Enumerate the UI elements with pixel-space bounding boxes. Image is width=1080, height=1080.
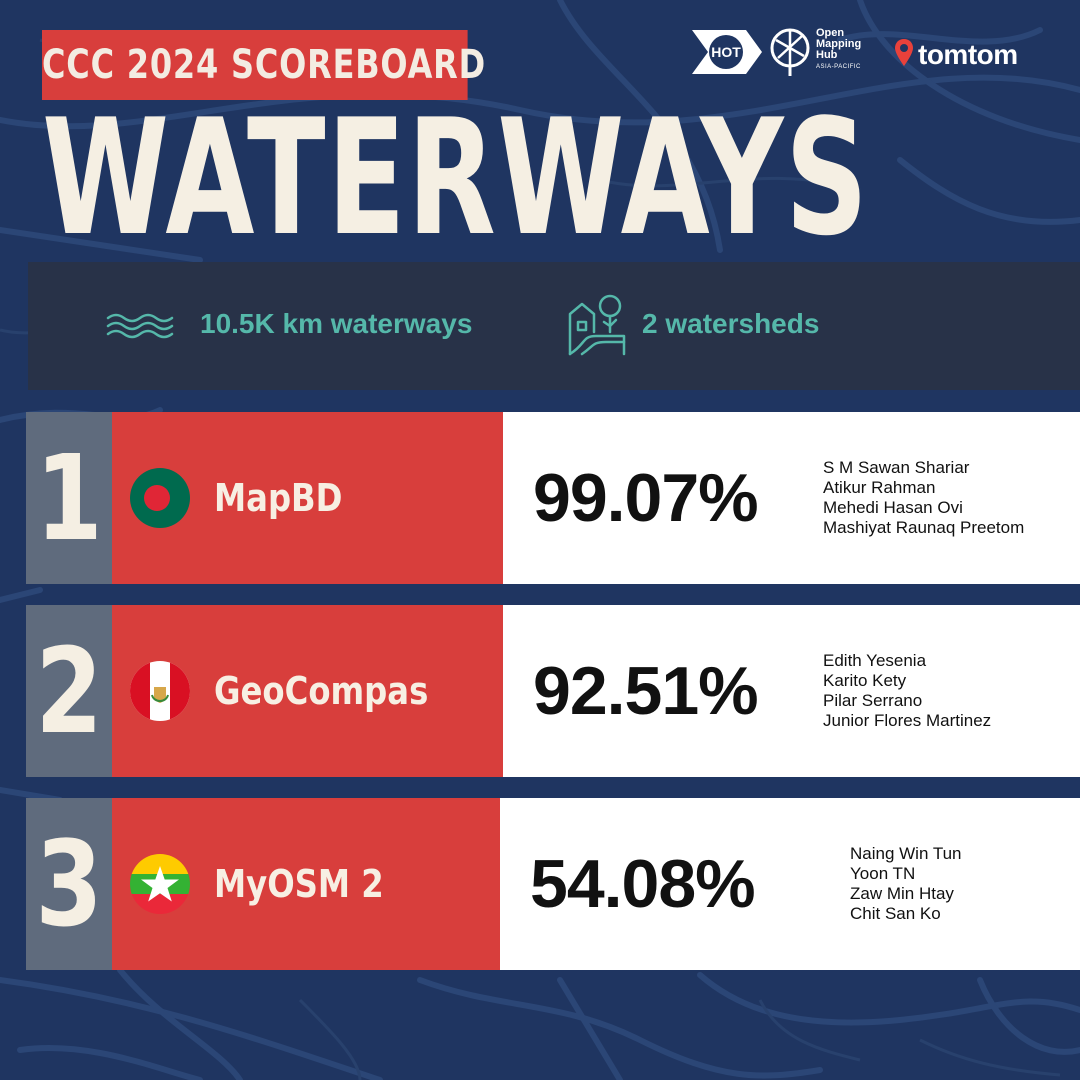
member-name: Zaw Min Htay bbox=[850, 884, 954, 903]
team-members-list: Naing Win Tun Yoon TN Zaw Min Htay Chit … bbox=[850, 844, 962, 924]
scoreboard-tag: CCC 2024 SCOREBOARD bbox=[42, 30, 485, 100]
myanmar-flag-icon bbox=[130, 854, 190, 914]
tomtom-pin-icon bbox=[895, 39, 913, 66]
omh-line-2: Mapping bbox=[816, 38, 862, 50]
member-name: Mashiyat Raunaq Preetom bbox=[823, 518, 1025, 537]
partner-logos: HOT Open Mapping Hub ASIA-PACIFIC tomtom bbox=[688, 20, 1048, 84]
tomtom-logo-text: tomtom bbox=[918, 39, 1018, 70]
member-name: Pilar Serrano bbox=[823, 691, 923, 710]
leaderboard-row: 2 GeoCompas 92.51% Edith Yesenia Karito … bbox=[26, 605, 1080, 777]
team-members-list: Edith Yesenia Karito Kety Pilar Serrano … bbox=[823, 651, 991, 731]
team-panel: MyOSM 2 bbox=[112, 798, 500, 970]
hot-logo-text: HOT bbox=[711, 44, 741, 60]
rank-number: 1 bbox=[35, 429, 103, 567]
team-name: GeoCompas bbox=[214, 669, 429, 713]
stats-bar: 10.5K km waterways 2 watersheds bbox=[28, 262, 1080, 390]
team-members-list: S M Sawan Shariar Atikur Rahman Mehedi H… bbox=[823, 458, 1024, 538]
watershed-icon bbox=[568, 294, 626, 356]
score-percentage: 99.07% bbox=[533, 460, 759, 536]
team-name: MapBD bbox=[214, 476, 343, 520]
leaderboard-row: 1 MapBD 99.07% S M Sawan Shariar Atikur … bbox=[26, 412, 1080, 584]
member-name: Edith Yesenia bbox=[823, 651, 927, 670]
peru-flag-icon bbox=[130, 661, 190, 721]
score-panel: 99.07% S M Sawan Shariar Atikur Rahman M… bbox=[503, 412, 1080, 584]
score-panel: 92.51% Edith Yesenia Karito Kety Pilar S… bbox=[503, 605, 1080, 777]
member-name: Yoon TN bbox=[850, 864, 916, 883]
open-mapping-hub-name: Open Mapping Hub bbox=[816, 28, 861, 61]
omh-line-1: Open bbox=[816, 27, 845, 39]
page-title: WATERWAYS bbox=[42, 84, 870, 271]
member-name: Naing Win Tun bbox=[850, 844, 962, 863]
open-mapping-hub-region: ASIA-PACIFIC bbox=[816, 64, 861, 70]
waves-icon bbox=[106, 313, 174, 339]
member-name: S M Sawan Shariar bbox=[823, 458, 970, 477]
hot-logo-icon: HOT bbox=[692, 30, 762, 74]
omh-line-3: Hub bbox=[816, 49, 838, 61]
leaderboard-row: 3 MyOSM 2 54.08% Naing Win Tun Yoon TN Z… bbox=[26, 798, 1080, 970]
stat-watersheds-count: 2 watersheds bbox=[642, 308, 820, 339]
member-name: Mehedi Hasan Ovi bbox=[823, 498, 963, 517]
rank-badge: 1 bbox=[26, 412, 112, 584]
member-name: Chit San Ko bbox=[850, 904, 941, 923]
score-percentage: 92.51% bbox=[533, 653, 759, 729]
open-mapping-hub-logo-icon bbox=[770, 28, 810, 76]
bangladesh-flag-icon bbox=[130, 468, 190, 528]
rank-badge: 2 bbox=[26, 605, 112, 777]
rank-badge: 3 bbox=[26, 798, 112, 970]
team-panel: GeoCompas bbox=[112, 605, 503, 777]
member-name: Junior Flores Martinez bbox=[823, 711, 992, 730]
score-percentage: 54.08% bbox=[530, 846, 756, 922]
rank-number: 2 bbox=[35, 622, 103, 760]
stat-waterways-length: 10.5K km waterways bbox=[200, 308, 473, 339]
score-panel: 54.08% Naing Win Tun Yoon TN Zaw Min Hta… bbox=[500, 798, 1080, 970]
member-name: Atikur Rahman bbox=[823, 478, 936, 497]
member-name: Karito Kety bbox=[823, 671, 907, 690]
team-name: MyOSM 2 bbox=[214, 862, 384, 906]
team-panel: MapBD bbox=[112, 412, 503, 584]
rank-number: 3 bbox=[35, 815, 103, 953]
